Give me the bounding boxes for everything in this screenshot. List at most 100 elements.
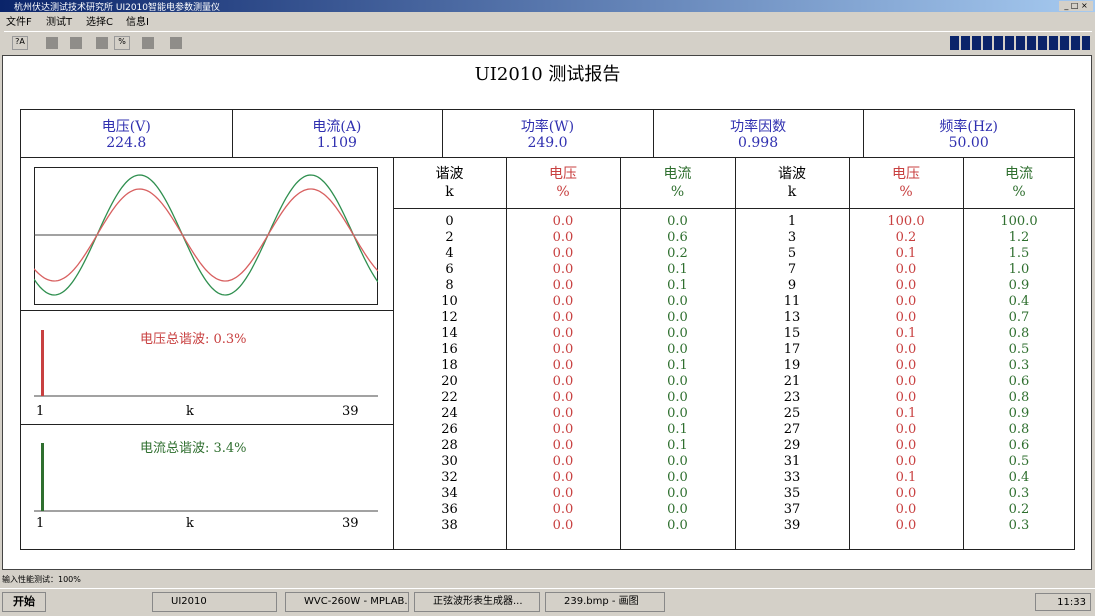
table-cell: 31 bbox=[783, 454, 801, 469]
table-cell: 1.0 bbox=[1008, 262, 1030, 277]
menu-item[interactable]: 测试T bbox=[46, 17, 73, 28]
table-cell: 24 bbox=[441, 406, 458, 421]
table-cell: 30 bbox=[441, 454, 458, 469]
table-cell: 0.0 bbox=[667, 454, 688, 469]
spectrum-axis-label: 39 bbox=[342, 516, 359, 531]
summary-label: 功率因数 bbox=[730, 119, 787, 135]
summary-value: 224.8 bbox=[106, 135, 147, 151]
spectrum-axis-label: 1 bbox=[36, 516, 45, 531]
current-spectrum bbox=[34, 443, 378, 512]
column-header: % bbox=[899, 184, 913, 200]
table-cell: 0.2 bbox=[667, 246, 688, 261]
title-bar: 杭州伏达测试技术研究所 UI2010智能电参数测量仪 _ □ × bbox=[0, 0, 1095, 13]
table-cell: 27 bbox=[783, 422, 801, 437]
table-cell: 13 bbox=[783, 310, 801, 325]
table-cell: 4 bbox=[445, 246, 454, 261]
table-cell: 29 bbox=[783, 438, 801, 453]
table-cell: 0.9 bbox=[1008, 406, 1030, 421]
toolbar-icon[interactable] bbox=[70, 37, 82, 49]
column-header: % bbox=[670, 184, 685, 200]
table-cell: 0.0 bbox=[895, 390, 917, 405]
table-cell: 6 bbox=[445, 262, 454, 277]
column-header: 电压 bbox=[892, 166, 920, 182]
column-header: k bbox=[787, 184, 797, 200]
summary-cell bbox=[863, 110, 1074, 157]
spectrum-bar bbox=[41, 330, 44, 396]
table-cell: 0.5 bbox=[1008, 342, 1030, 357]
table-cell: 1 bbox=[787, 214, 797, 229]
table-cell: 0.6 bbox=[1008, 438, 1030, 453]
table-cell: 2 bbox=[445, 230, 454, 245]
toolbar-icon[interactable] bbox=[142, 37, 154, 49]
table-cell: 12 bbox=[441, 310, 458, 325]
table-cell: 0.3 bbox=[1008, 486, 1030, 501]
table-cell: 0.7 bbox=[1008, 310, 1030, 325]
taskbar-button[interactable]: 239.bmp - 画图 bbox=[545, 592, 665, 612]
table-cell: 0.2 bbox=[1008, 502, 1030, 517]
table-cell: 0.1 bbox=[667, 438, 688, 453]
table-cell: 0.0 bbox=[667, 502, 688, 517]
table-cell: 0.3 bbox=[1008, 518, 1030, 533]
summary-value: 0.998 bbox=[738, 135, 779, 151]
table-cell: 100.0 bbox=[887, 214, 925, 229]
summary-cell bbox=[652, 110, 864, 157]
table-cell: 0.0 bbox=[667, 214, 688, 229]
spectrum-axis-label: k bbox=[186, 516, 194, 531]
table-cell: 28 bbox=[441, 438, 458, 453]
table-cell: 21 bbox=[783, 374, 801, 389]
column-header: 谐波 bbox=[435, 166, 464, 182]
table-cell: 22 bbox=[441, 390, 458, 405]
table-cell: 0.1 bbox=[895, 326, 917, 341]
table-cell: 11 bbox=[783, 294, 801, 309]
summary-label: 频率(Hz) bbox=[939, 119, 998, 135]
menu-bar: 文件F 测试T 选择C 信息I bbox=[0, 12, 1095, 28]
table-cell: 37 bbox=[783, 502, 801, 517]
table-cell: 32 bbox=[441, 470, 458, 485]
menu-item[interactable]: 选择C bbox=[86, 17, 113, 28]
table-cell: 14 bbox=[441, 326, 458, 341]
table-cell: 0.8 bbox=[1008, 326, 1030, 341]
taskbar-button[interactable]: UI2010 bbox=[152, 592, 277, 612]
plot-frame bbox=[34, 167, 378, 305]
taskbar-button[interactable]: WVC-260W - MPLAB... bbox=[285, 592, 409, 612]
toolbar-icon[interactable] bbox=[46, 37, 58, 49]
table-cell: 0.3 bbox=[1008, 358, 1030, 373]
taskbar: 开始 11:33 UI2010 WVC-260W - MPLAB... 正弦波形表生… bbox=[0, 588, 1095, 616]
table-cell: 0.4 bbox=[1008, 294, 1030, 309]
summary-table: 电压(V) 224.8 电流(A) 1.109 功率(W) 249.0 功率因数 0.998 频… bbox=[20, 109, 1075, 158]
column-header: 电流 bbox=[1005, 166, 1033, 182]
table-cell: 25 bbox=[783, 406, 801, 421]
summary-value: 249.0 bbox=[527, 135, 568, 151]
window-controls[interactable]: _ □ × bbox=[1059, 1, 1093, 11]
table-cell: 0.1 bbox=[895, 406, 917, 421]
taskbar-button[interactable]: 正弦波形表生成器... bbox=[414, 592, 540, 612]
window-title: 杭州伏达测试技术研究所 UI2010智能电参数测量仪 bbox=[14, 3, 221, 13]
column-header: % bbox=[556, 184, 570, 200]
table-cell: 0.1 bbox=[667, 422, 688, 437]
table-cell: 0.0 bbox=[552, 406, 574, 421]
table-cell: 0.9 bbox=[1008, 278, 1030, 293]
table-cell: 5 bbox=[787, 246, 797, 261]
voltage-thd: 电压总谐波: 0.3% bbox=[140, 332, 247, 347]
toolbar-button[interactable]: ?A bbox=[12, 36, 28, 50]
menu-item[interactable]: 文件F bbox=[6, 17, 32, 28]
menu-item[interactable]: 信息I bbox=[126, 17, 149, 28]
table-cell: 0.1 bbox=[667, 262, 688, 277]
start-button[interactable]: 开始 bbox=[2, 592, 46, 612]
table-cell: 20 bbox=[441, 374, 458, 389]
table-cell: 0.0 bbox=[667, 310, 688, 325]
column-line bbox=[849, 157, 850, 550]
toolbar-button[interactable]: % bbox=[114, 36, 130, 50]
toolbar-icon[interactable] bbox=[96, 37, 108, 49]
table-cell: 0.4 bbox=[1008, 470, 1030, 485]
table-cell: 0.0 bbox=[552, 390, 574, 405]
current-thd: 电流总谐波: 3.4% bbox=[140, 441, 247, 456]
table-cell: 10 bbox=[441, 294, 458, 309]
table-cell: 0.0 bbox=[895, 518, 917, 533]
toolbar-icon[interactable] bbox=[170, 37, 182, 49]
table-cell: 0.1 bbox=[667, 358, 688, 373]
table-cell: 0.0 bbox=[552, 486, 574, 501]
table-cell: 0.0 bbox=[895, 374, 917, 389]
table-cell: 0.0 bbox=[552, 230, 574, 245]
table-cell: 0.1 bbox=[667, 278, 688, 293]
